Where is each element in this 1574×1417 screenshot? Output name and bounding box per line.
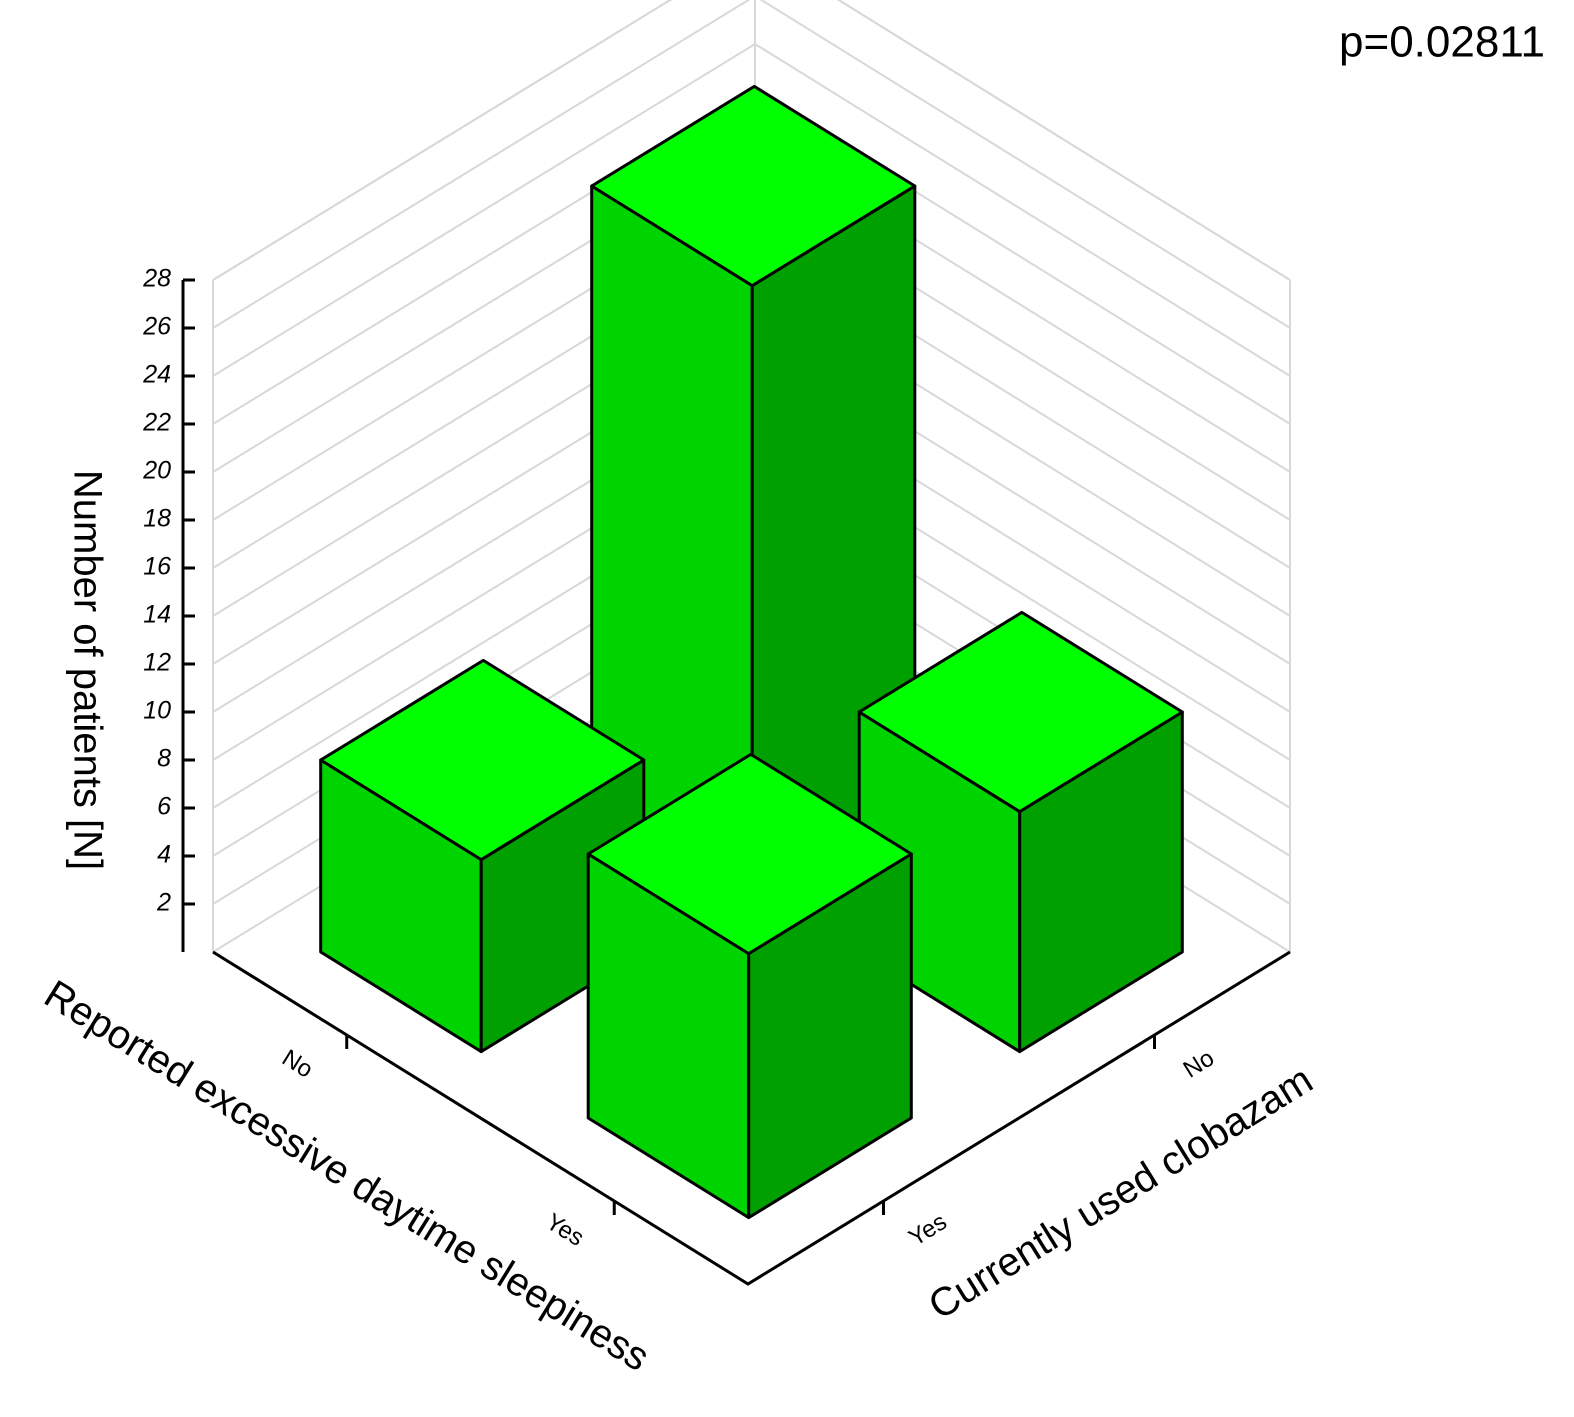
z-tick-label: 4 — [157, 841, 171, 869]
z-tick-label: 28 — [142, 265, 171, 293]
z-tick-label: 10 — [143, 697, 171, 725]
floor-front-edge — [212, 950, 1291, 1286]
bar-top — [319, 658, 646, 862]
z-tick-label: 14 — [143, 601, 171, 629]
p-value: p=0.02811 — [1339, 18, 1545, 67]
y-tick-label: No — [1179, 1044, 1219, 1083]
z-tick-label: 26 — [142, 313, 171, 341]
bar-top — [586, 752, 913, 956]
x-tick-label: Yes — [541, 1208, 589, 1252]
x-axis-title: Reported excessive daytime sleepiness — [37, 972, 657, 1380]
z-axis-title: Number of patients [N] — [65, 470, 109, 870]
wall-edge — [212, 0, 1291, 281]
z-tick-label: 16 — [143, 553, 171, 581]
z-tick-label: 22 — [142, 409, 171, 437]
z-tick-label: 20 — [142, 457, 171, 485]
bar-top — [590, 84, 917, 288]
z-tick-label: 8 — [157, 745, 171, 773]
x-tick-label: No — [277, 1044, 317, 1083]
y-axis-title: Currently used clobazam — [921, 1058, 1320, 1329]
z-tick-label: 6 — [157, 793, 171, 821]
y-tick-label: Yes — [904, 1208, 952, 1252]
z-tick-label: 24 — [142, 361, 171, 389]
z-tick-label: 18 — [143, 505, 171, 533]
bar-top — [857, 610, 1184, 814]
grid-line — [212, 0, 1291, 329]
z-tick-label: 12 — [143, 649, 171, 677]
z-tick-label: 2 — [156, 889, 171, 917]
